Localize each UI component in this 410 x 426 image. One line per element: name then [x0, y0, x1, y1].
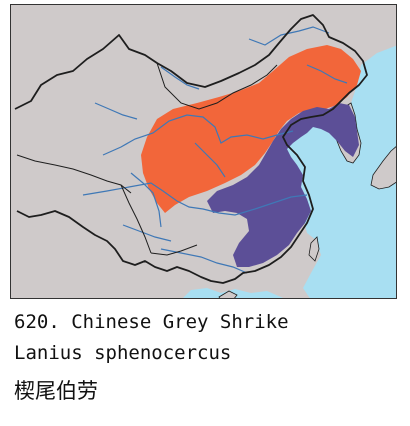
tributary-east	[194, 142, 226, 178]
province-border-tibet	[16, 154, 132, 194]
yellow-river	[102, 114, 294, 156]
amur-river	[248, 26, 330, 46]
province-border-sichuan	[120, 184, 152, 254]
breeding-range	[141, 45, 361, 213]
hainan-island	[218, 290, 238, 298]
tributary-south	[122, 224, 172, 242]
taiwan-island	[308, 236, 320, 262]
province-border-south	[150, 244, 198, 256]
tributary-north	[160, 66, 200, 90]
tributary-west	[94, 102, 138, 120]
tributary-southwest	[130, 172, 162, 228]
map-canvas	[11, 5, 396, 298]
wintering-range	[207, 103, 359, 267]
scientific-name: Lanius sphenocercus	[14, 342, 232, 364]
rivers	[82, 26, 348, 274]
yangtze-river	[82, 182, 308, 216]
range-map	[10, 4, 397, 299]
country-border	[14, 14, 368, 284]
songhua-river	[306, 64, 348, 84]
sea-east	[279, 45, 396, 298]
province-border-inner-mongolia	[156, 62, 278, 110]
species-number-and-english-name: 620. Chinese Grey Shrike	[14, 311, 289, 333]
japan-island	[370, 146, 396, 190]
chinese-name: 楔尾伯劳	[14, 379, 98, 403]
